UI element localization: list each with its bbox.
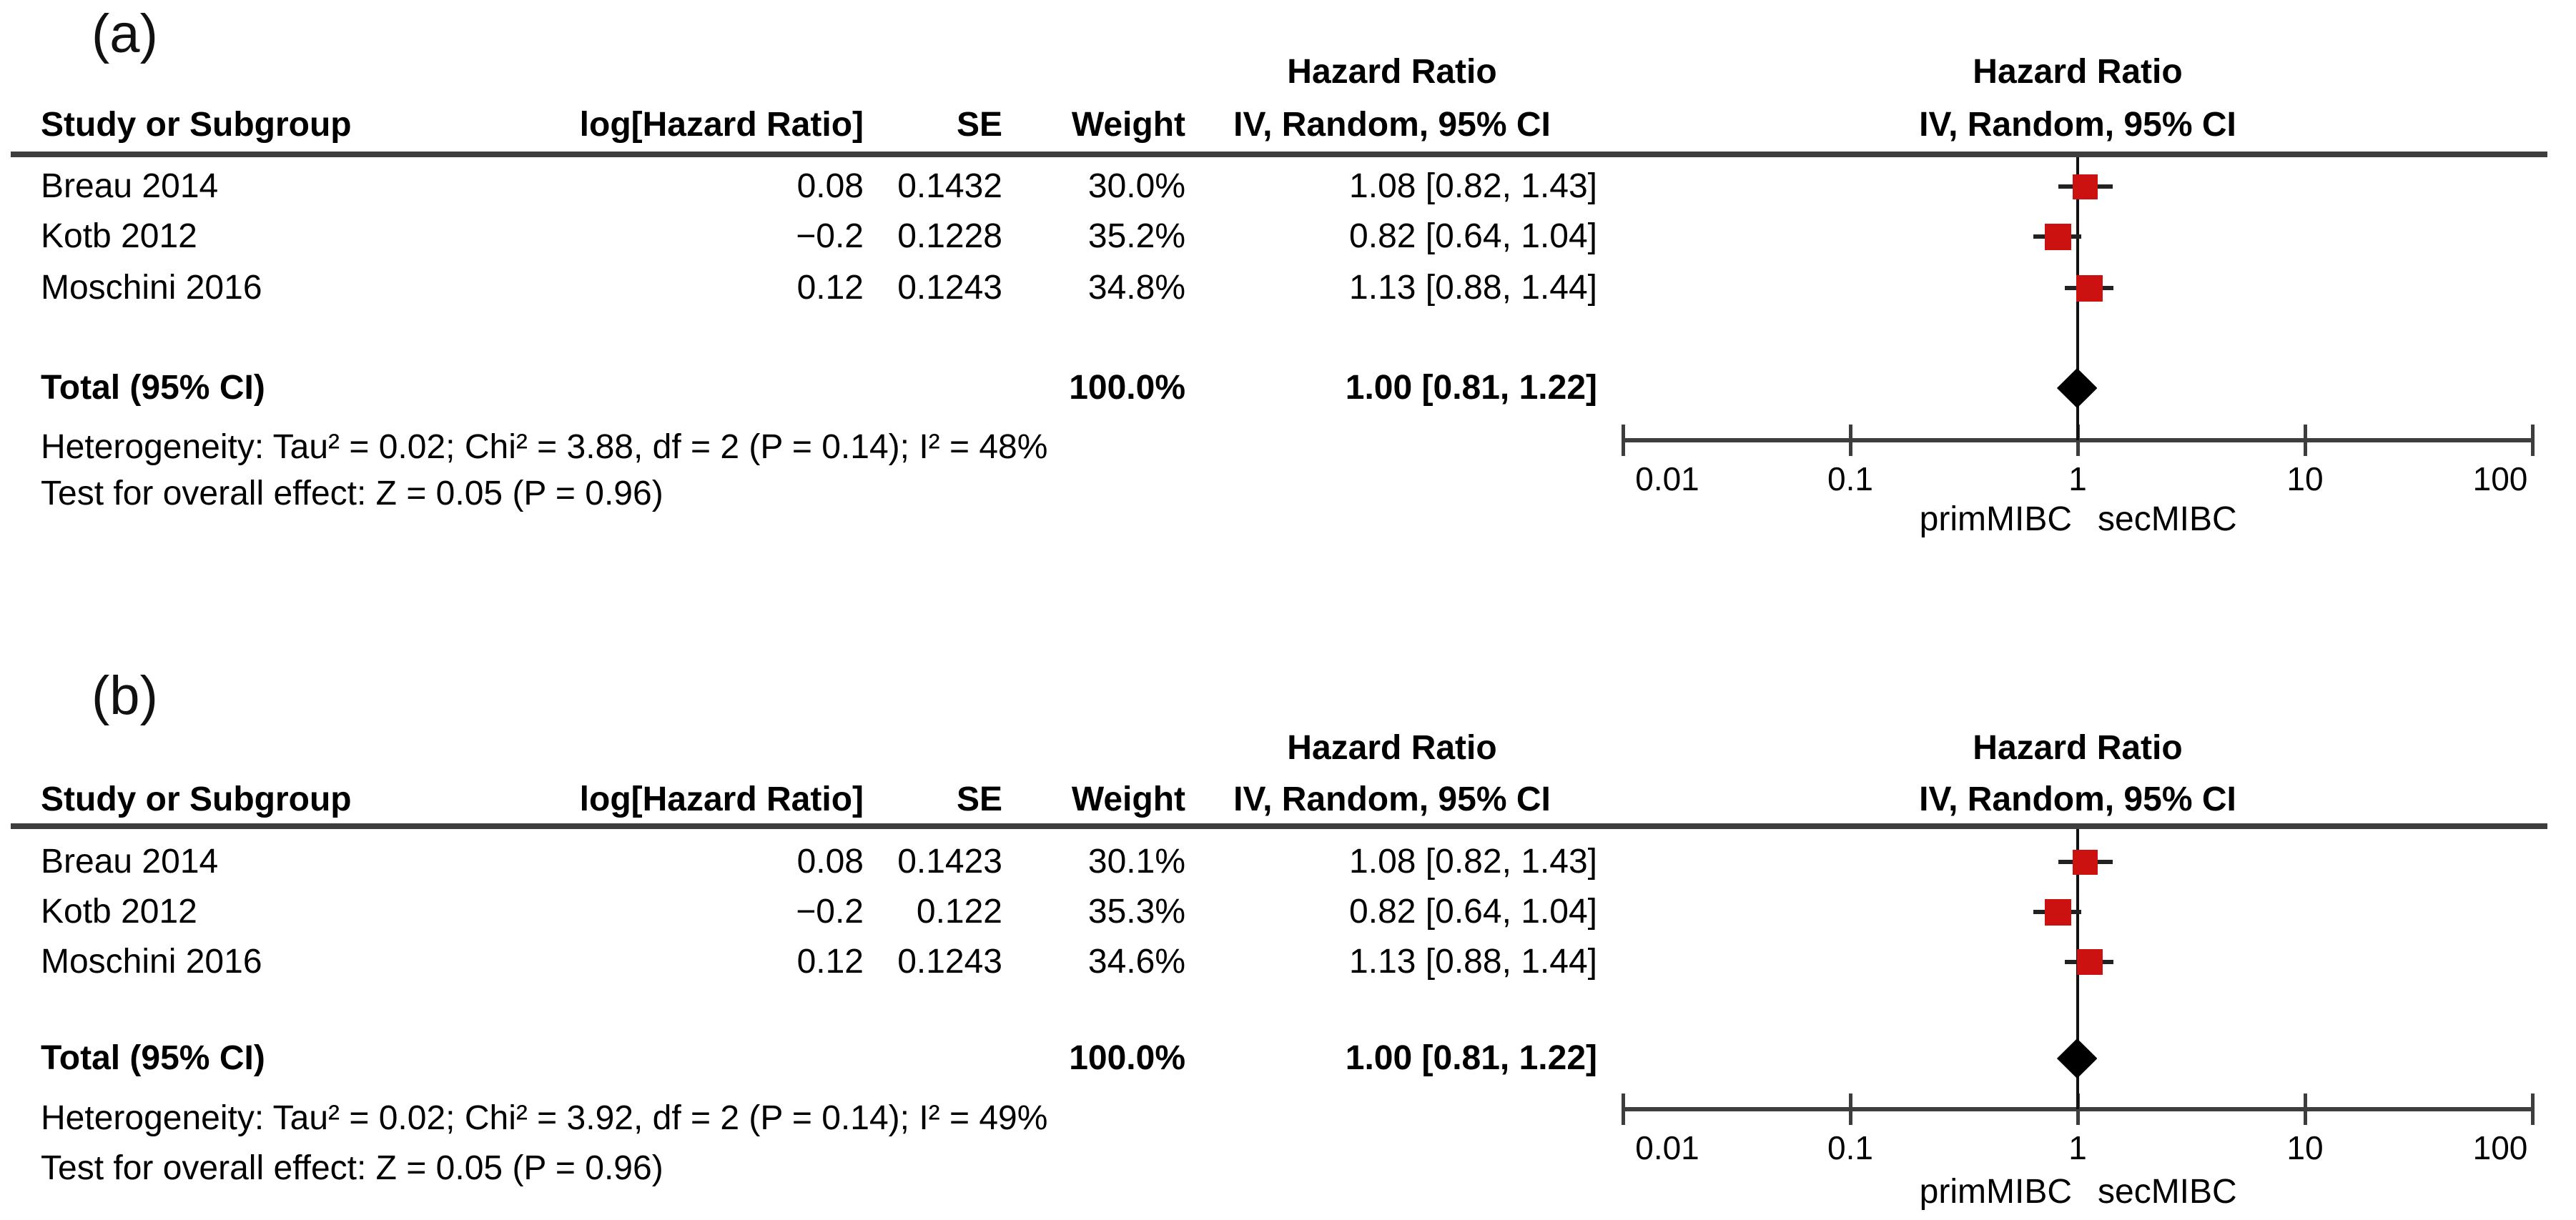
ci-value: 1.08 [0.82, 1.43]: [1349, 843, 1597, 881]
plot-model-header-a: IV, Random, 95% CI: [1919, 106, 2236, 144]
study-marker: [2073, 174, 2098, 199]
axis-tick: [1622, 425, 1625, 456]
axis-tick-label: 100: [2472, 1129, 2528, 1166]
se-value: 0.1423: [897, 843, 1002, 881]
col-header-weight-b: Weight: [1071, 780, 1185, 818]
col-header-study-a: Study or Subgroup: [41, 106, 352, 144]
axis-label-right-b: secMIBC: [2098, 1173, 2237, 1211]
ci-value: 1.13 [0.88, 1.44]: [1349, 943, 1597, 981]
pooled-diamond: [2056, 1038, 2098, 1078]
study-marker: [2045, 898, 2072, 926]
ci-value: 0.82 [0.64, 1.04]: [1349, 217, 1597, 255]
axis-label-right-a: secMIBC: [2098, 500, 2237, 538]
col-header-study-b: Study or Subgroup: [41, 780, 352, 818]
study-name: Breau 2014: [41, 843, 219, 881]
axis-tick: [2304, 425, 2307, 456]
axis-tick-label: 0.1: [1827, 460, 1873, 497]
study-marker: [2045, 223, 2072, 250]
total-ci: 1.00 [0.81, 1.22]: [1345, 369, 1597, 407]
table-effect-header-b: Hazard Ratio: [1287, 729, 1497, 767]
col-header-se-a: SE: [956, 106, 1002, 144]
axis-tick: [2076, 425, 2080, 456]
se-value: 0.1243: [897, 943, 1002, 981]
axis-label-left-b: primMIBC: [1919, 1173, 2072, 1211]
col-header-loghr-b: log[Hazard Ratio]: [579, 780, 864, 818]
axis-label-left-a: primMIBC: [1919, 500, 2072, 538]
weight-value: 34.6%: [1087, 943, 1185, 981]
log-hr-value: 0.12: [796, 943, 864, 981]
col-header-weight-a: Weight: [1071, 106, 1185, 144]
total-label: Total (95% CI): [41, 1039, 265, 1077]
log-hr-value: −0.2: [796, 893, 864, 931]
axis-tick: [2304, 1093, 2307, 1125]
study-marker: [2076, 274, 2103, 302]
plot-model-header-b: IV, Random, 95% CI: [1919, 780, 2236, 818]
header-rule-a: [11, 152, 2547, 157]
axis-tick-label: 100: [2472, 460, 2528, 497]
plot-effect-header-b: Hazard Ratio: [1973, 729, 2183, 767]
total-weight: 100.0%: [1069, 1039, 1185, 1077]
log-hr-value: −0.2: [796, 217, 864, 255]
study-marker: [2073, 849, 2098, 875]
se-value: 0.1243: [897, 269, 1002, 307]
weight-value: 30.0%: [1087, 167, 1185, 205]
study-name: Moschini 2016: [41, 943, 262, 981]
total-ci: 1.00 [0.81, 1.22]: [1345, 1039, 1597, 1077]
ci-value: 1.08 [0.82, 1.43]: [1349, 167, 1597, 205]
axis-tick: [2076, 1093, 2080, 1125]
log-hr-value: 0.08: [796, 167, 864, 205]
study-name: Kotb 2012: [41, 217, 197, 255]
axis-tick: [2531, 1093, 2535, 1125]
ci-value: 0.82 [0.64, 1.04]: [1349, 893, 1597, 931]
table-model-header-a: IV, Random, 95% CI: [1233, 106, 1551, 144]
heterogeneity-note-a: Heterogeneity: Tau² = 0.02; Chi² = 3.88,…: [41, 428, 1048, 466]
se-value: 0.1228: [897, 217, 1002, 255]
panel-a-label: (a): [92, 4, 158, 64]
study-marker: [2076, 949, 2103, 975]
axis-tick: [1849, 425, 1852, 456]
log-hr-value: 0.08: [796, 843, 864, 881]
panel-b-label: (b): [92, 665, 158, 726]
axis-tick-label: 0.01: [1635, 1129, 1699, 1166]
log-hr-value: 0.12: [796, 269, 864, 307]
axis-tick-label: 10: [2286, 1129, 2324, 1166]
ci-value: 1.13 [0.88, 1.44]: [1349, 269, 1597, 307]
weight-value: 35.2%: [1087, 217, 1185, 255]
axis-tick: [1622, 1093, 1625, 1125]
weight-value: 30.1%: [1087, 843, 1185, 881]
axis-tick-label: 1: [2068, 1129, 2087, 1166]
col-header-loghr-a: log[Hazard Ratio]: [579, 106, 864, 144]
table-model-header-b: IV, Random, 95% CI: [1233, 780, 1551, 818]
header-rule-b: [11, 823, 2547, 829]
study-name: Breau 2014: [41, 167, 219, 205]
weight-value: 34.8%: [1087, 269, 1185, 307]
study-name: Moschini 2016: [41, 269, 262, 307]
overall-effect-note-b: Test for overall effect: Z = 0.05 (P = 0…: [41, 1149, 663, 1187]
heterogeneity-note-b: Heterogeneity: Tau² = 0.02; Chi² = 3.92,…: [41, 1099, 1048, 1137]
pooled-diamond: [2056, 368, 2098, 408]
se-value: 0.1432: [897, 167, 1002, 205]
axis-tick-label: 0.01: [1635, 460, 1699, 497]
weight-value: 35.3%: [1087, 893, 1185, 931]
se-value: 0.122: [916, 893, 1002, 931]
col-header-se-b: SE: [956, 780, 1002, 818]
total-weight: 100.0%: [1069, 369, 1185, 407]
plot-effect-header-a: Hazard Ratio: [1973, 53, 2183, 91]
axis-tick: [1849, 1093, 1852, 1125]
total-label: Total (95% CI): [41, 369, 265, 407]
table-effect-header-a: Hazard Ratio: [1287, 53, 1497, 91]
axis-tick-label: 0.1: [1827, 1129, 1873, 1166]
axis-tick: [2531, 425, 2535, 456]
axis-tick-label: 10: [2286, 460, 2324, 497]
study-name: Kotb 2012: [41, 893, 197, 931]
axis-tick-label: 1: [2068, 460, 2087, 497]
overall-effect-note-a: Test for overall effect: Z = 0.05 (P = 0…: [41, 475, 663, 512]
